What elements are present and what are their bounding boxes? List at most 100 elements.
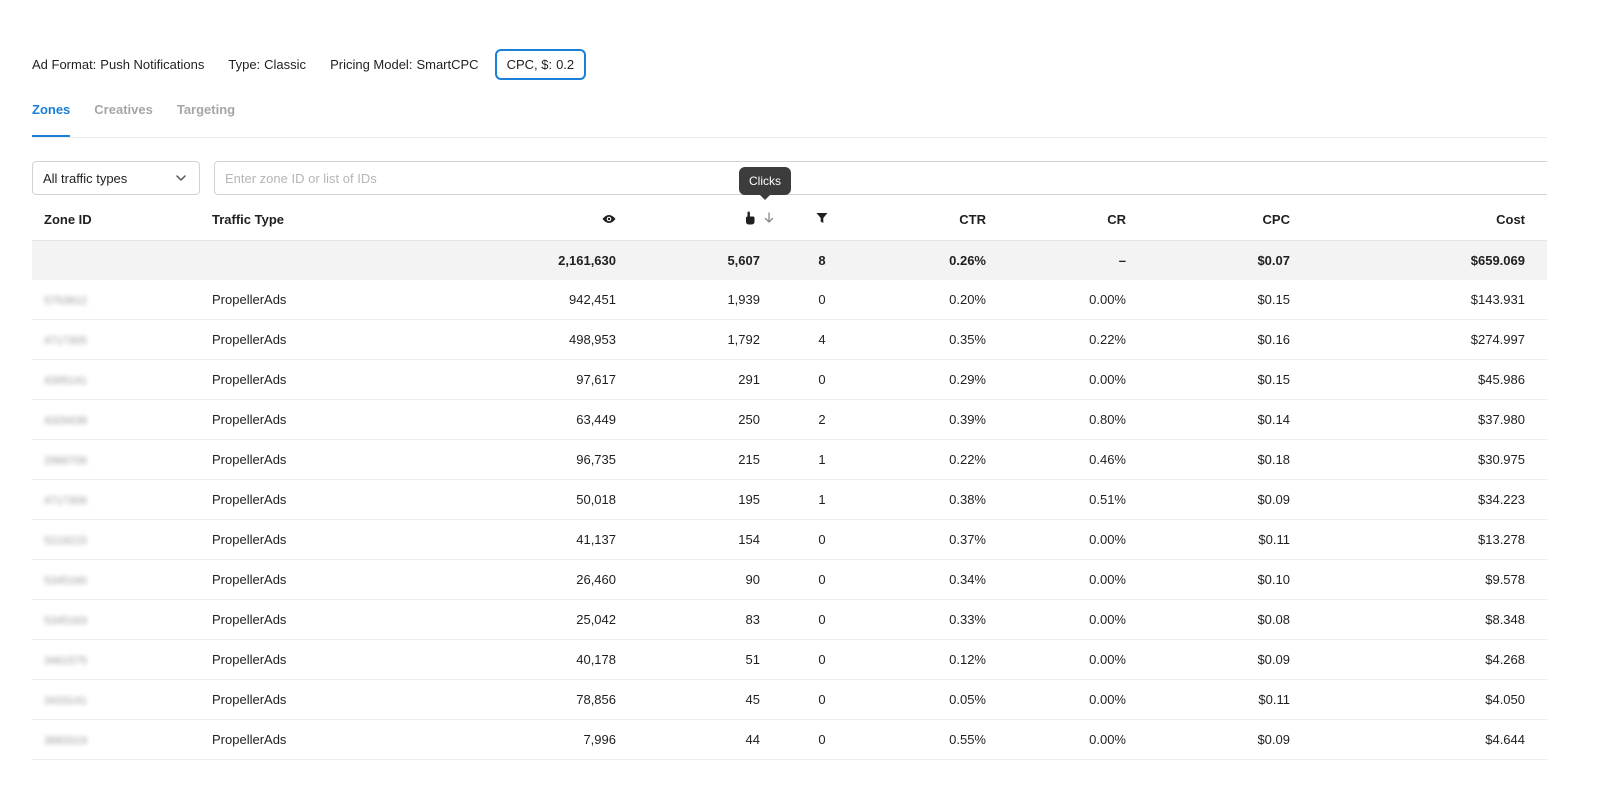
type-summary: Type: Classic <box>228 57 306 72</box>
cpc-summary-highlight[interactable]: CPC, $: 0.2 <box>494 48 587 80</box>
traffic-type-cell: PropellerAds <box>212 519 392 560</box>
clicks-cell: 1,939 <box>640 280 776 320</box>
cr-cell: 0.00% <box>1010 559 1150 600</box>
cost-header[interactable]: Cost <box>1314 198 1547 241</box>
cost-cell: $34.223 <box>1314 479 1547 520</box>
conversions-cell: 1 <box>776 479 868 520</box>
pointer-hand-icon <box>744 211 756 228</box>
conversions-cell: 0 <box>776 280 868 320</box>
zone-id-cell: 4717305 <box>32 319 212 360</box>
table-row[interactable]: 4717305 PropellerAds 498,953 1,792 4 0.35% 0.2… <box>32 319 1547 360</box>
table-row[interactable]: 3433141 PropellerAds 78,856 45 0 0.05% 0.00% $0… <box>32 679 1547 720</box>
impressions-cell: 50,018 <box>392 479 640 520</box>
cpc-cell: $0.15 <box>1150 280 1314 320</box>
cpc-cell: $0.16 <box>1150 319 1314 360</box>
cpc-cell: $0.15 <box>1150 359 1314 400</box>
impressions-cell: 41,137 <box>392 519 640 560</box>
conversions-cell: 0 <box>776 719 868 760</box>
ad-format-label: Ad Format: <box>32 56 97 72</box>
traffic-type-cell: PropellerAds <box>212 679 392 720</box>
campaign-summary: Ad Format: Push Notifications Type: Classi… <box>32 48 610 80</box>
cost-cell: $4.644 <box>1314 719 1547 760</box>
ctr-cell: 0.29% <box>868 359 1010 400</box>
zone-id-value-blurred: 4717305 <box>44 335 87 347</box>
zone-id-cell: 3461575 <box>32 639 212 680</box>
chevron-down-icon <box>175 172 187 187</box>
cpc-cell: $0.14 <box>1150 399 1314 440</box>
zone-id-value-blurred: 5345160 <box>44 575 87 587</box>
traffic-type-cell: PropellerAds <box>212 439 392 480</box>
zone-id-search-input[interactable] <box>214 161 1547 195</box>
zone-id-cell: 3683319 <box>32 719 212 760</box>
cost-cell: $143.931 <box>1314 280 1547 320</box>
traffic-type-cell: PropellerAds <box>212 280 392 320</box>
traffic-type-header[interactable]: Traffic Type <box>212 198 392 241</box>
tab-targeting[interactable]: Targeting <box>176 102 236 117</box>
clicks-cell: 154 <box>640 519 776 560</box>
tab-creatives[interactable]: Creatives <box>94 102 153 117</box>
table-row[interactable]: 5345163 PropellerAds 25,042 83 0 0.33% 0.00% $0… <box>32 599 1547 640</box>
zone-id-header[interactable]: Zone ID <box>32 198 212 241</box>
cpc-cell: $0.09 <box>1150 719 1314 760</box>
totals-clicks: 5,607 <box>640 240 776 280</box>
tab-zones[interactable]: Zones <box>32 100 71 137</box>
cpc-label: CPC, $: <box>506 56 553 72</box>
table-row[interactable]: 5219215 PropellerAds 41,137 154 0 0.37% 0.00% $… <box>32 519 1547 560</box>
table-row[interactable]: 4329438 PropellerAds 63,449 250 2 0.39% 0.80% $… <box>32 399 1547 440</box>
ctr-cell: 0.38% <box>868 479 1010 520</box>
table-row[interactable]: 3683319 PropellerAds 7,996 44 0 0.55% 0.00% $0.… <box>32 719 1547 760</box>
totals-impressions: 2,161,630 <box>392 240 640 280</box>
ctr-cell: 0.20% <box>868 280 1010 320</box>
traffic-type-cell: PropellerAds <box>212 599 392 640</box>
clicks-cell: 90 <box>640 559 776 600</box>
cpc-header[interactable]: CPC <box>1150 198 1314 241</box>
zone-id-value-blurred: 5753812 <box>44 295 87 307</box>
clicks-cell: 51 <box>640 639 776 680</box>
cpc-cell: $0.08 <box>1150 599 1314 640</box>
table-row[interactable]: 3461575 PropellerAds 40,178 51 0 0.12% 0.00% $0… <box>32 639 1547 680</box>
conversions-cell: 1 <box>776 439 868 480</box>
traffic-type-cell: PropellerAds <box>212 719 392 760</box>
cr-header[interactable]: CR <box>1010 198 1150 241</box>
ctr-cell: 0.37% <box>868 519 1010 560</box>
table-row[interactable]: 5345160 PropellerAds 26,460 90 0 0.34% 0.00% $0… <box>32 559 1547 600</box>
table-row[interactable]: 4395141 PropellerAds 97,617 291 0 0.29% 0.00% $… <box>32 359 1547 400</box>
ctr-header[interactable]: CTR <box>868 198 1010 241</box>
clicks-header[interactable] <box>640 198 776 241</box>
impressions-header[interactable] <box>392 198 640 241</box>
conversions-cell: 2 <box>776 399 868 440</box>
clicks-cell: 44 <box>640 719 776 760</box>
traffic-type-select[interactable]: All traffic types <box>32 161 200 195</box>
impressions-cell: 63,449 <box>392 399 640 440</box>
zones-table: Zone ID Traffic Type CTR <box>32 198 1547 760</box>
zone-id-value-blurred: 3683319 <box>44 735 87 747</box>
ctr-cell: 0.22% <box>868 439 1010 480</box>
funnel-icon <box>816 212 828 227</box>
table-row[interactable]: 5753812 PropellerAds 942,451 1,939 0 0.20% 0.0… <box>32 280 1547 320</box>
cpc-value: 0.2 <box>556 56 575 72</box>
cpc-cell: $0.11 <box>1150 519 1314 560</box>
totals-conversions: 8 <box>776 240 868 280</box>
conversions-cell: 0 <box>776 559 868 600</box>
impressions-cell: 26,460 <box>392 559 640 600</box>
table-row[interactable]: 4717306 PropellerAds 50,018 195 1 0.38% 0.51% $… <box>32 479 1547 520</box>
conversions-cell: 0 <box>776 519 868 560</box>
sort-descending-icon[interactable] <box>764 211 774 227</box>
cost-cell: $8.348 <box>1314 599 1547 640</box>
zone-id-cell: 2966706 <box>32 439 212 480</box>
ad-format-summary: Ad Format: Push Notifications <box>32 57 204 72</box>
totals-ctr: 0.26% <box>868 240 1010 280</box>
conversions-cell: 0 <box>776 639 868 680</box>
totals-traffic-type-cell <box>212 240 392 280</box>
table-row[interactable]: 2966706 PropellerAds 96,735 215 1 0.22% 0.46% $… <box>32 439 1547 480</box>
conversions-cell: 0 <box>776 679 868 720</box>
tab-bar: Zones Creatives Targeting <box>32 100 1547 138</box>
table-header-row: Zone ID Traffic Type CTR <box>32 198 1547 241</box>
conversions-header[interactable] <box>776 198 868 241</box>
cost-cell: $9.578 <box>1314 559 1547 600</box>
traffic-type-select-value: All traffic types <box>43 170 128 186</box>
zone-id-cell: 5219215 <box>32 519 212 560</box>
zone-id-cell: 4395141 <box>32 359 212 400</box>
traffic-type-cell: PropellerAds <box>212 319 392 360</box>
conversions-cell: 4 <box>776 319 868 360</box>
